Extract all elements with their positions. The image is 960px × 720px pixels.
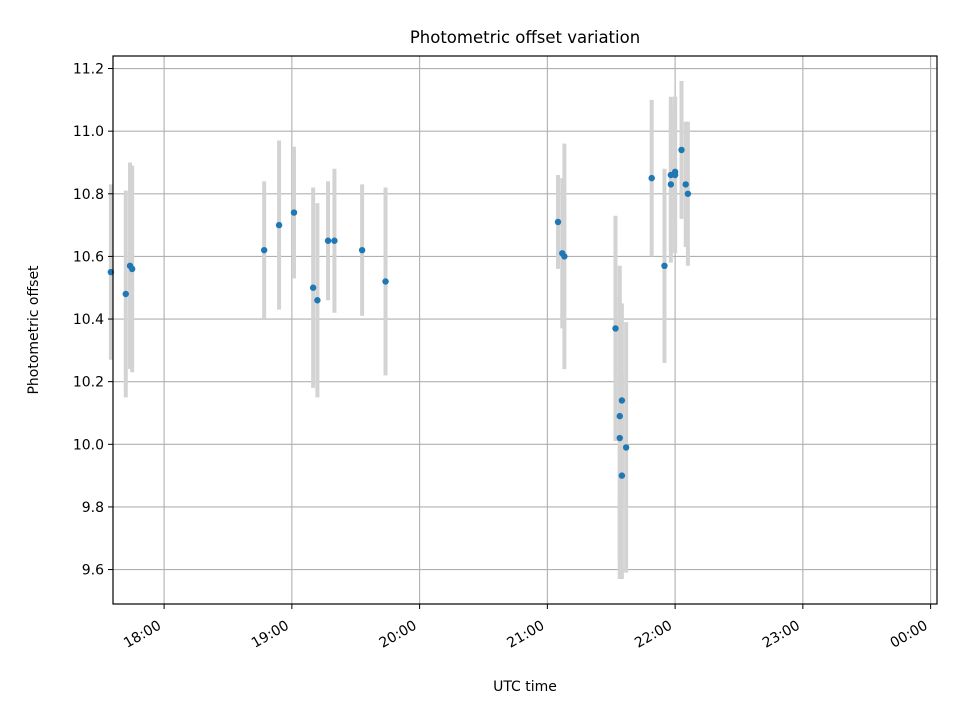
data-point — [275, 221, 283, 229]
data-point — [122, 290, 129, 298]
y-tick-label: 11.0 — [73, 124, 104, 140]
data-point — [678, 146, 685, 154]
y-axis-label: Photometric offset — [26, 265, 42, 395]
data-point — [616, 434, 623, 442]
data-point — [561, 253, 568, 260]
data-points — [107, 146, 692, 479]
y-tick-label: 10.4 — [73, 312, 104, 328]
data-point — [260, 246, 268, 254]
data-point — [324, 237, 332, 244]
grid — [113, 56, 937, 604]
data-point — [616, 412, 623, 420]
y-tick-label: 10.8 — [73, 187, 104, 203]
data-point — [661, 262, 668, 270]
data-point — [684, 190, 692, 197]
y-tick-label: 11.2 — [73, 62, 104, 78]
data-point — [331, 237, 338, 244]
data-point — [648, 174, 655, 182]
data-point — [358, 246, 366, 254]
y-tick-label: 9.6 — [82, 563, 104, 579]
y-tick-label: 10.0 — [73, 437, 104, 453]
data-point — [622, 444, 630, 451]
data-point — [314, 297, 321, 304]
data-point — [667, 181, 675, 188]
data-point — [554, 218, 562, 226]
x-axis-label: UTC time — [493, 679, 557, 695]
data-point — [309, 284, 317, 291]
data-point — [290, 209, 298, 216]
plot-frame — [112, 55, 938, 605]
chart-title: Photometric offset variation — [410, 28, 640, 47]
data-point — [612, 325, 619, 332]
data-point — [382, 278, 389, 285]
data-point — [618, 397, 626, 404]
y-tick-label: 10.2 — [73, 375, 104, 391]
data-point — [682, 181, 689, 188]
data-point — [618, 472, 626, 479]
data-point — [671, 168, 679, 176]
data-point — [128, 265, 136, 273]
y-tick-label: 9.8 — [82, 500, 104, 516]
y-axis-ticks: 9.6 9.8 10.0 10.2 10.4 10.6 10.8 11.0 11.2 — [73, 62, 113, 579]
y-tick-label: 10.6 — [73, 249, 104, 265]
